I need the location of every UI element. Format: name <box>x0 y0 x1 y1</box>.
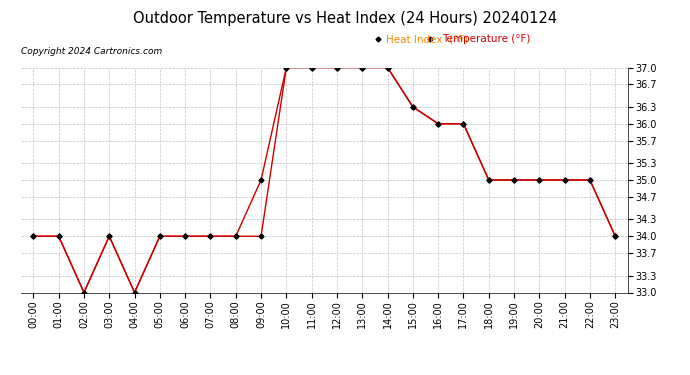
Text: Copyright 2024 Cartronics.com: Copyright 2024 Cartronics.com <box>21 47 162 56</box>
Text: Temperature (°F): Temperature (°F) <box>442 34 530 44</box>
Text: Heat Index  (°F): Heat Index (°F) <box>386 34 469 44</box>
Text: Outdoor Temperature vs Heat Index (24 Hours) 20240124: Outdoor Temperature vs Heat Index (24 Ho… <box>133 11 557 26</box>
